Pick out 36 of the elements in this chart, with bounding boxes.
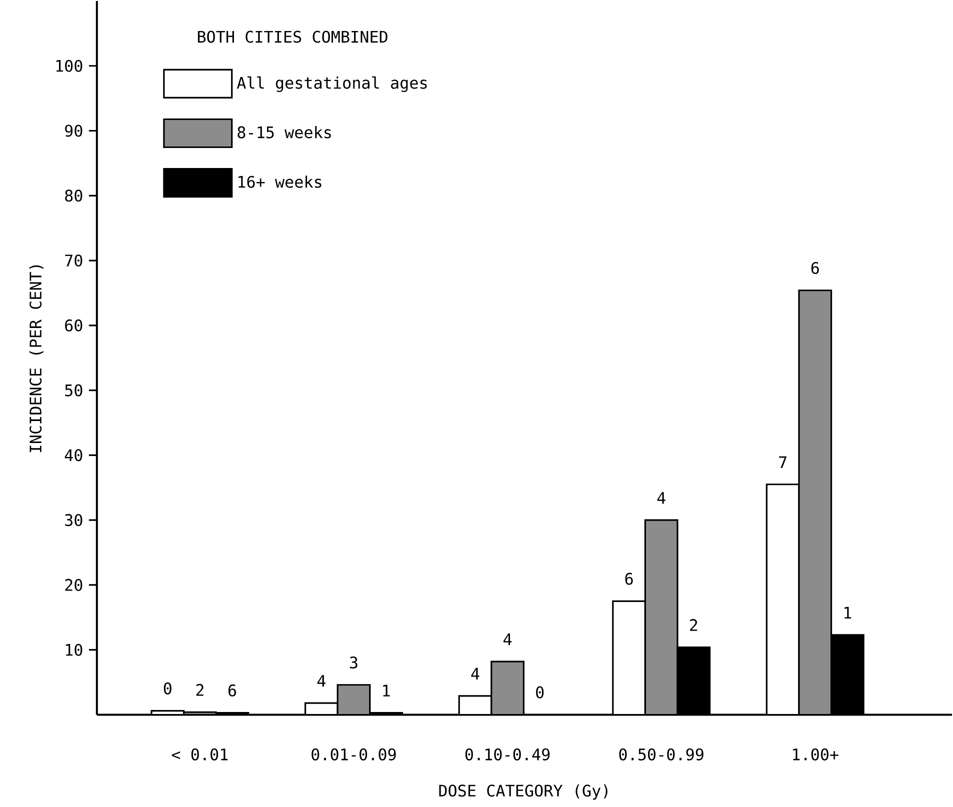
annotation: 4 (317, 675, 326, 687)
annotation: 0 (536, 686, 544, 698)
annotation: 4 (657, 492, 666, 504)
x-tick-label: 0.50-0.99 (619, 748, 704, 760)
legend-label: 16+ weeks (238, 176, 322, 188)
y-tick-label: 40 (64, 449, 82, 462)
legend-label: 8-15 weeks (238, 126, 331, 138)
annotation: 4 (504, 633, 512, 646)
annotation: 6 (228, 684, 236, 696)
annotation: 6 (625, 572, 633, 585)
y-tick-label: 60 (65, 319, 82, 332)
legend-label: All gestational ages (236, 76, 427, 92)
y-tick-label: 20 (65, 578, 82, 591)
y-axis-title: INCIDENCE (PER CENT) (29, 265, 44, 452)
x-tick-label: 0.01-0.09 (312, 748, 396, 760)
y-tick-label: 70 (65, 254, 82, 266)
annotation: 6 (811, 262, 819, 274)
annotation: 7 (779, 456, 786, 468)
x-axis-title: DOSE CATEGORY (Gy) (439, 784, 608, 800)
annotation: 0 (164, 682, 172, 694)
y-tick-label: 90 (65, 124, 82, 137)
annotation: 1 (383, 684, 390, 696)
y-tick-label: 80 (65, 190, 82, 202)
legend-title: BOTH CITIES COMBINED (198, 30, 388, 43)
annotation: 4 (471, 668, 480, 680)
y-tick-label: 30 (65, 514, 82, 526)
annotation: 2 (196, 684, 204, 696)
x-tick-label: < 0.01 (172, 748, 228, 760)
y-tick-label: 50 (65, 384, 82, 396)
annotation: 2 (690, 618, 698, 631)
annotation: 1 (844, 606, 852, 618)
annotation: 3 (350, 656, 358, 668)
y-tick-label: 10 (66, 644, 82, 656)
x-tick-label: 1.00+ (793, 748, 838, 760)
y-tick-label: 100 (56, 60, 82, 72)
x-tick-label: 0.10-0.49 (465, 748, 550, 760)
